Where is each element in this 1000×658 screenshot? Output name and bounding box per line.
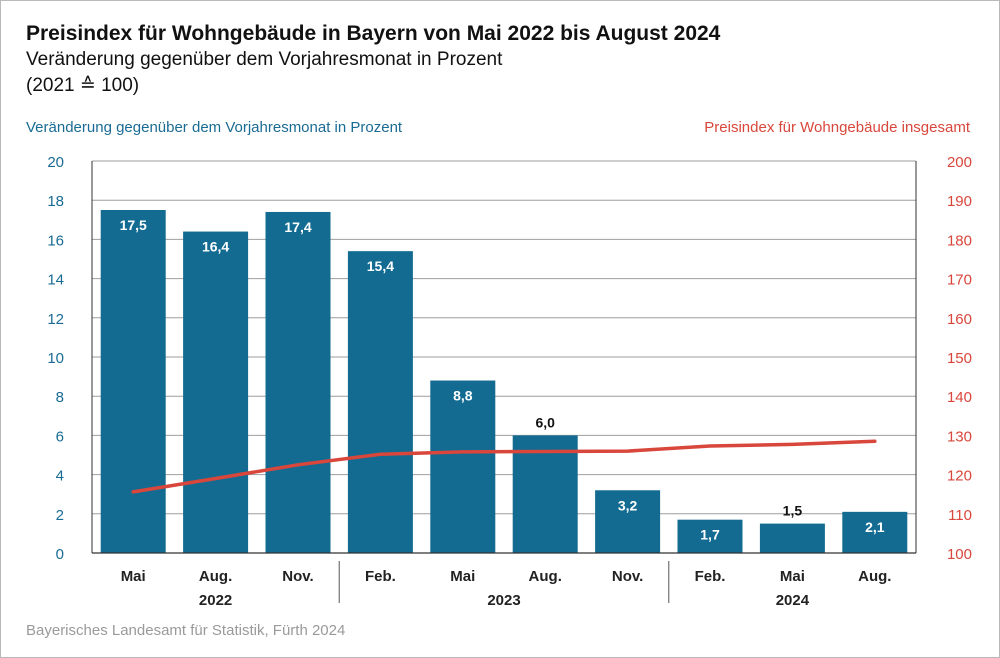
left-axis-tick-label: 12 <box>47 311 64 328</box>
bar-value-label: 17,5 <box>120 217 147 233</box>
right-axis-tick-label: 150 <box>947 350 972 367</box>
year-label: 2023 <box>487 592 520 609</box>
x-axis-tick-label: Aug. <box>199 568 232 585</box>
bar <box>842 511 908 553</box>
axes: 0 2 4 6 8 10 12 14 16 18 20 100 110 120 130 140 150 160 17… <box>47 154 972 609</box>
left-axis-tick-label: 4 <box>56 468 64 485</box>
bar-value-label: 8,8 <box>453 388 473 404</box>
right-axis-tick-label: 160 <box>947 311 972 328</box>
bar <box>759 523 825 553</box>
right-axis-tick-label: 170 <box>947 272 972 289</box>
bar-value-label: 1,5 <box>783 503 803 519</box>
x-axis-tick-label: Feb. <box>365 568 396 585</box>
right-axis-tick-label: 140 <box>947 389 972 406</box>
index-line <box>131 439 877 494</box>
x-axis-tick-label: Mai <box>780 568 805 585</box>
bar <box>430 380 496 553</box>
left-axis-tick-label: 0 <box>56 546 64 563</box>
bar-labels: 17,5 16,4 17,4 15,4 8,8 6,0 3,2 1,7 1,5 2,1 <box>120 217 885 543</box>
bar-value-label: 15,4 <box>367 258 394 274</box>
right-axis-tick-label: 180 <box>947 232 972 249</box>
right-axis-tick-label: 190 <box>947 193 972 210</box>
right-axis-tick-label: 110 <box>948 507 972 524</box>
bar <box>347 251 413 553</box>
left-axis-tick-label: 20 <box>47 154 64 171</box>
bar-value-label: 3,2 <box>618 497 638 513</box>
left-axis-tick-label: 8 <box>56 389 64 406</box>
right-axis-title: Preisindex für Wohngebäude insgesamt <box>704 119 970 136</box>
bar <box>595 490 661 553</box>
year-label: 2024 <box>776 592 810 609</box>
left-axis-tick-label: 6 <box>56 428 64 445</box>
chart-title: Preisindex für Wohngebäude in Bayern von… <box>26 22 721 45</box>
chart-base-note: (2021 ≙ 100) <box>26 75 140 96</box>
x-axis-tick-label: Mai <box>121 568 146 585</box>
left-axis-tick-label: 14 <box>47 272 64 289</box>
bar-value-label: 16,4 <box>202 239 229 255</box>
x-axis-tick-label: Mai <box>450 568 475 585</box>
source-note: Bayerisches Landesamt für Statistik, Für… <box>26 622 346 639</box>
year-label: 2022 <box>199 592 232 609</box>
bar-value-label: 17,4 <box>284 219 311 235</box>
bar-value-label: 1,7 <box>700 527 720 543</box>
x-axis-tick-label: Aug. <box>529 568 562 585</box>
bar <box>183 231 249 553</box>
x-axis-tick-label: Nov. <box>612 568 643 585</box>
x-axis-tick-label: Nov. <box>282 568 313 585</box>
right-axis-tick-label: 200 <box>947 154 972 171</box>
right-axis-tick-label: 130 <box>947 428 972 445</box>
right-axis-tick-label: 100 <box>947 546 972 563</box>
bar-value-label: 6,0 <box>535 414 555 430</box>
chart-subtitle: Veränderung gegenüber dem Vorjahresmonat… <box>26 49 503 70</box>
left-axis-tick-label: 10 <box>47 350 64 367</box>
line-series <box>131 439 877 494</box>
bar <box>100 210 166 553</box>
left-axis-title: Veränderung gegenüber dem Vorjahresmonat… <box>26 119 403 136</box>
left-axis-tick-label: 18 <box>47 193 64 210</box>
left-axis-tick-label: 16 <box>47 232 64 249</box>
bar-series <box>100 210 908 553</box>
bar <box>677 519 743 553</box>
right-axis-tick-label: 120 <box>947 468 972 485</box>
bar <box>512 435 578 553</box>
bar <box>265 211 331 553</box>
left-axis-tick-label: 2 <box>56 507 64 524</box>
x-axis-tick-label: Feb. <box>695 568 726 585</box>
bar-value-label: 2,1 <box>865 519 885 535</box>
x-axis-tick-label: Aug. <box>858 568 891 585</box>
